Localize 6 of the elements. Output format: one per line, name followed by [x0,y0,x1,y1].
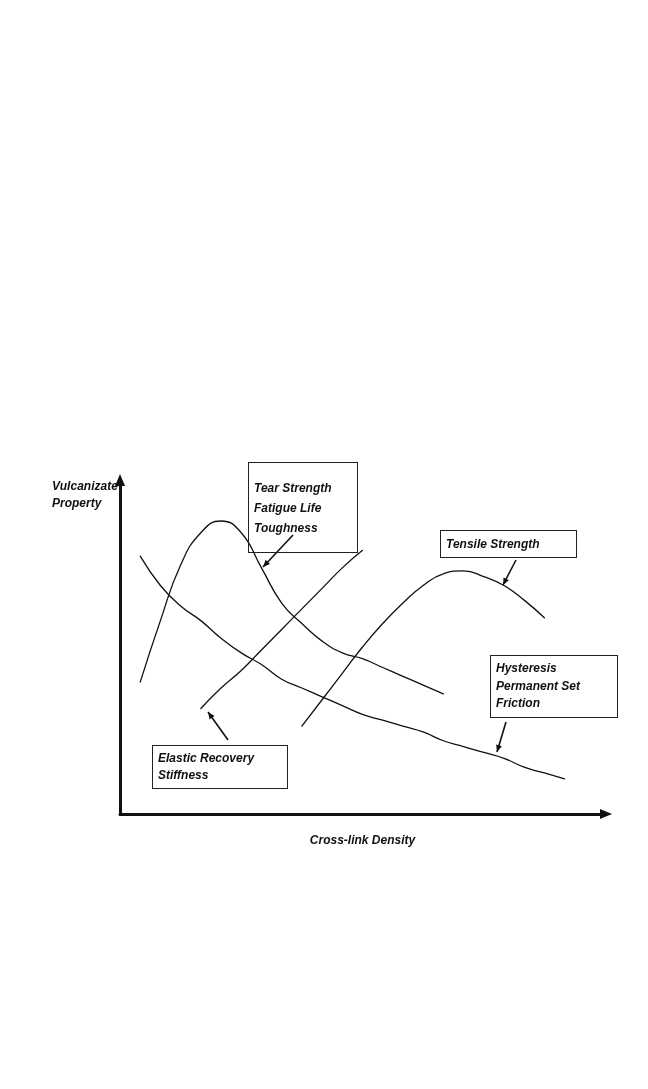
annotation: Tensile Strength [440,530,577,558]
y-axis-title: Vulcanizate Property [52,478,119,510]
annotation: Elastic Recovery Stiffness [152,745,288,789]
annotation: Tear Strength Fatigue Life Toughness [248,462,358,553]
annotation: Hysteresis Permanent Set Friction [490,655,618,718]
x-axis-title: Cross-link Density [309,833,417,847]
